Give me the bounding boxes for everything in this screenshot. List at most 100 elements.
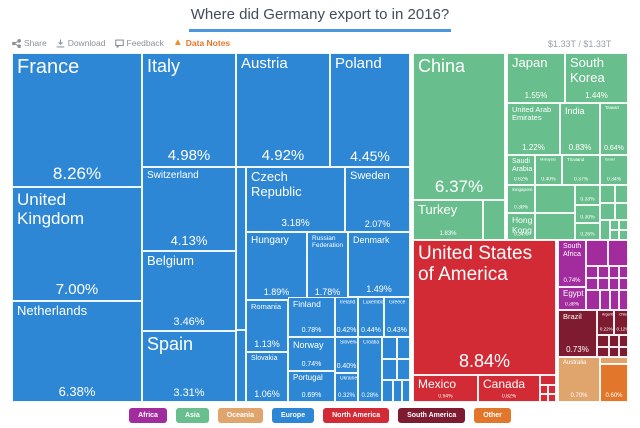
cell-canada[interactable]: Canada 0.82% (478, 375, 540, 402)
cell-minor[interactable] (397, 337, 410, 359)
cell-ukraine[interactable]: Ukraine 0.32% (335, 373, 358, 402)
cell-minor[interactable] (586, 278, 598, 290)
cell-minor[interactable] (609, 347, 619, 357)
cell-greece[interactable]: Greece 0.43% (384, 297, 410, 337)
cell-minor[interactable] (615, 185, 628, 203)
cell-japan[interactable]: Japan 1.55% (507, 53, 565, 103)
legend-north-america[interactable]: North America (323, 408, 390, 423)
cell-minor[interactable] (483, 200, 505, 240)
cell-minor[interactable] (609, 335, 619, 347)
cell-india[interactable]: India 0.83% (560, 103, 600, 155)
cell-minor[interactable] (608, 240, 628, 266)
cell-minor[interactable] (548, 394, 556, 402)
cell-belgium[interactable]: Belgium 3.46% (142, 251, 236, 331)
cell-thailand[interactable]: Thailand 0.37% (562, 155, 600, 185)
cell-argentina[interactable]: Argentina 0.22% (597, 310, 614, 335)
cell-minor[interactable] (619, 266, 628, 278)
cell-luxembourg[interactable]: Luxembourg 0.44% (358, 297, 384, 337)
legend-other[interactable]: Other (474, 408, 511, 423)
cell-brazil[interactable]: Brazil 0.73% (558, 310, 597, 357)
cell-minor[interactable]: 0.26% (575, 223, 600, 240)
cell-minor[interactable] (600, 203, 615, 220)
cell-minor[interactable] (610, 230, 619, 240)
cell-minor[interactable] (615, 203, 628, 220)
cell-denmark[interactable]: Denmark 1.49% (348, 232, 410, 297)
cell-minor[interactable] (548, 385, 556, 394)
legend-africa[interactable]: Africa (129, 408, 167, 423)
cell-minor[interactable] (540, 375, 556, 385)
cell-minor[interactable] (619, 230, 628, 240)
cell-australia[interactable]: Australia 0.70% (558, 357, 600, 402)
cell-israel[interactable]: Israel 0.34% (600, 155, 628, 185)
cell-france[interactable]: France 8.26% (12, 53, 142, 187)
cell-minor[interactable] (382, 359, 397, 380)
cell-minor[interactable]: 0.60% (600, 364, 628, 402)
cell-minor[interactable] (609, 266, 619, 278)
legend-oceania[interactable]: Oceania (217, 408, 263, 423)
cell-minor[interactable] (535, 213, 575, 240)
cell-norway[interactable]: Norway 0.74% (288, 337, 335, 371)
legend-south-america[interactable]: South America (398, 408, 466, 423)
cell-south-korea[interactable]: South Korea 1.44% (565, 53, 628, 103)
cell-united-kingdom[interactable]: United Kingdom 7.00% (12, 187, 142, 301)
cell-russian-federation[interactable]: Russian Federation 1.78% (307, 232, 348, 300)
cell-minor[interactable] (619, 278, 628, 290)
cell-saudi-arabia[interactable]: Saudi Arabia 0.62% (507, 155, 535, 185)
cell-minor[interactable] (393, 380, 402, 402)
cell-minor[interactable] (535, 185, 575, 213)
cell-minor[interactable] (609, 278, 619, 290)
cell-minor[interactable] (600, 220, 610, 240)
cell-italy[interactable]: Italy 4.98% (142, 53, 236, 167)
cell-malaysia[interactable]: Malaysia 0.40% (535, 155, 562, 185)
cell-czech-republic[interactable]: Czech Republic 3.18% (246, 167, 345, 232)
cell-chile[interactable]: Chile 0.12% (614, 310, 628, 335)
cell-minor[interactable] (597, 335, 609, 347)
cell-minor[interactable] (600, 290, 610, 310)
cell-china[interactable]: China 6.37% (413, 53, 505, 200)
cell-minor[interactable] (382, 380, 393, 402)
cell-switzerland[interactable]: Switzerland 4.13% (142, 167, 236, 251)
feedback-button[interactable]: Feedback (114, 39, 164, 48)
cell-minor[interactable]: 0.33% (575, 185, 600, 205)
cell-romania[interactable]: Romania 1.13% (246, 300, 288, 352)
cell-croatia[interactable]: Croatia 0.28% (358, 337, 382, 402)
cell-minor[interactable] (540, 385, 548, 394)
cell-sweden[interactable]: Sweden 2.07% (345, 167, 410, 232)
cell-hong-kong[interactable]: Hong Kong 0.34% (507, 213, 535, 240)
cell-taiwan[interactable]: Taiwan 0.64% (600, 103, 628, 155)
cell-south-africa[interactable]: South Africa 0.74% (558, 240, 586, 287)
cell-mexico[interactable]: Mexico 0.94% (413, 375, 478, 402)
download-button[interactable]: Download (56, 39, 106, 48)
cell-spain[interactable]: Spain 3.31% (142, 331, 236, 402)
legend-europe[interactable]: Europe (271, 408, 315, 423)
cell-minor[interactable] (236, 330, 246, 402)
cell-minor[interactable] (619, 290, 628, 310)
data-notes-button[interactable]: ▲ Data Notes (172, 37, 231, 48)
cell-minor[interactable] (610, 220, 619, 230)
cell-minor[interactable] (619, 220, 628, 230)
cell-minor[interactable] (619, 335, 628, 347)
share-button[interactable]: Share (12, 38, 47, 48)
cell-minor[interactable] (619, 347, 628, 357)
cell-minor[interactable] (586, 290, 600, 310)
cell-austria[interactable]: Austria 4.92% (236, 53, 330, 167)
cell-minor[interactable] (586, 240, 608, 266)
cell-minor[interactable] (598, 266, 609, 278)
cell-minor[interactable] (586, 266, 598, 278)
cell-minor[interactable] (397, 359, 410, 380)
cell-minor[interactable] (540, 394, 548, 402)
cell-turkey[interactable]: Turkey 1.83% (413, 200, 483, 240)
cell-united-states-of-america[interactable]: United States of America 8.84% (413, 240, 556, 375)
cell-netherlands[interactable]: Netherlands 6.38% (12, 301, 142, 402)
cell-ireland[interactable]: Ireland 0.42% (335, 297, 358, 337)
cell-minor[interactable] (610, 290, 619, 310)
cell-slovenia[interactable]: Slovenia 0.40% (335, 337, 358, 373)
cell-singapore[interactable]: Singapore 0.38% (507, 185, 535, 213)
cell-minor[interactable] (598, 278, 609, 290)
cell-minor[interactable]: 0.30% (575, 205, 600, 223)
cell-minor[interactable] (236, 167, 246, 330)
cell-hungary[interactable]: Hungary 1.89% (246, 232, 307, 300)
cell-slovakia[interactable]: Slovakia 1.06% (246, 352, 288, 402)
cell-finland[interactable]: Finland 0.78% (288, 297, 335, 337)
cell-minor[interactable] (600, 185, 615, 203)
